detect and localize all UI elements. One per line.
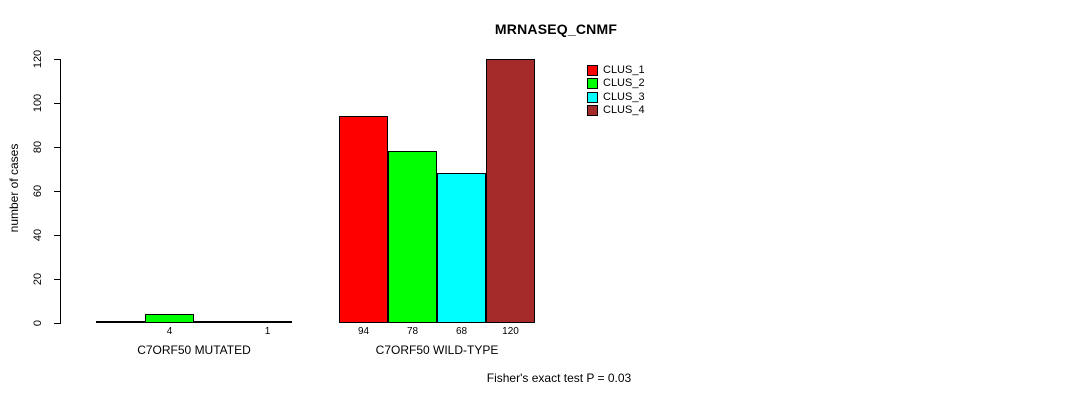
bar-value-label: 1: [264, 326, 271, 337]
y-tick-label: 120: [32, 49, 44, 69]
legend-item-clus_4: CLUS_4: [587, 104, 645, 116]
zero-bar-clus_3: [194, 321, 243, 323]
bar-clus_1: [339, 116, 388, 323]
bar-clus_2: [388, 151, 437, 323]
y-tick-mark: [54, 59, 60, 60]
bar-value-label: 4: [166, 326, 173, 337]
y-tick-label: 80: [32, 140, 44, 154]
bar-clus_4: [486, 59, 535, 323]
y-tick-label: 0: [32, 319, 44, 327]
y-tick-mark: [54, 103, 60, 104]
bar-clus_3: [437, 173, 486, 323]
y-tick-label: 40: [32, 228, 44, 242]
bar-clus_4: [243, 321, 292, 323]
y-tick-mark: [54, 235, 60, 236]
y-tick-label: 100: [32, 93, 44, 113]
legend-item-clus_3: CLUS_3: [587, 91, 645, 103]
bar-value-label: 78: [406, 326, 419, 337]
legend-label: CLUS_4: [603, 104, 645, 116]
bar-value-label: 94: [357, 326, 370, 337]
bar-clus_2: [145, 314, 194, 323]
group-label: C7ORF50 MUTATED: [137, 343, 251, 357]
legend-label: CLUS_2: [603, 77, 645, 89]
legend-item-clus_2: CLUS_2: [587, 77, 645, 89]
legend-swatch-clus_1: [587, 64, 598, 76]
bar-value-label: 120: [502, 326, 519, 337]
legend-swatch-clus_2: [587, 77, 598, 89]
fisher-test-annotation: Fisher's exact test P = 0.03: [486, 371, 632, 385]
group-label: C7ORF50 WILD-TYPE: [375, 343, 499, 357]
y-axis-line: [60, 59, 61, 324]
y-tick-mark: [54, 323, 60, 324]
y-tick-mark: [54, 191, 60, 192]
bar-value-label: 68: [455, 326, 468, 337]
chart-title: MRNASEQ_CNMF: [494, 21, 618, 37]
legend-swatch-clus_4: [587, 104, 598, 116]
legend-swatch-clus_3: [587, 91, 598, 103]
zero-bar-clus_1: [96, 321, 145, 323]
y-tick-mark: [54, 279, 60, 280]
y-tick-mark: [54, 147, 60, 148]
y-tick-label: 20: [32, 272, 44, 286]
legend-label: CLUS_1: [603, 64, 645, 76]
y-axis-title: number of cases: [7, 143, 21, 233]
y-tick-label: 60: [32, 184, 44, 198]
legend-label: CLUS_3: [603, 91, 645, 103]
legend-item-clus_1: CLUS_1: [587, 64, 645, 76]
